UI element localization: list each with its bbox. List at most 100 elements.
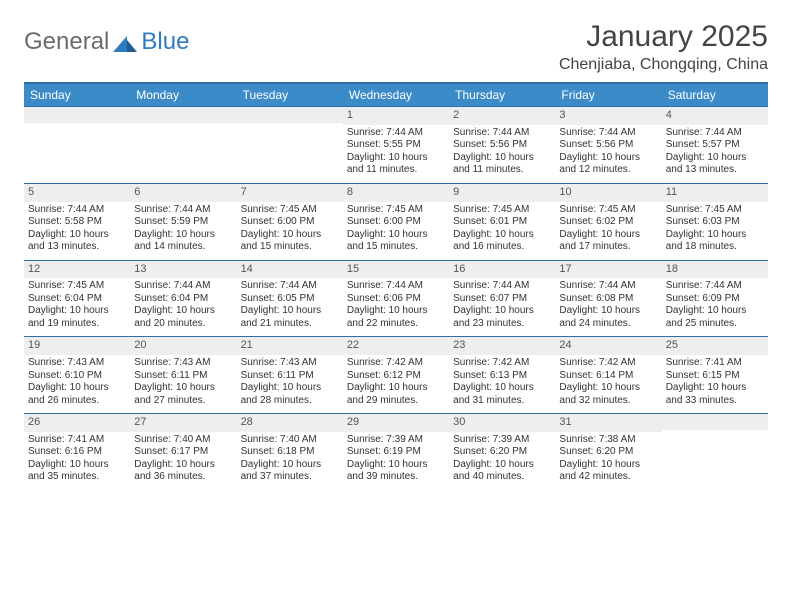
day-number: 31 (555, 414, 661, 432)
sunset-line: Sunset: 6:11 PM (134, 370, 232, 383)
week-row: 19Sunrise: 7:43 AMSunset: 6:10 PMDayligh… (24, 336, 768, 413)
sunset-line: Sunset: 6:01 PM (453, 216, 551, 229)
day-cell: 28Sunrise: 7:40 AMSunset: 6:18 PMDayligh… (237, 414, 343, 490)
day-cell: 14Sunrise: 7:44 AMSunset: 6:05 PMDayligh… (237, 261, 343, 337)
day-number (130, 107, 236, 123)
day-cell: 7Sunrise: 7:45 AMSunset: 6:00 PMDaylight… (237, 184, 343, 260)
sunset-line: Sunset: 6:02 PM (559, 216, 657, 229)
daylight-line: Daylight: 10 hours (134, 459, 232, 472)
sunrise-line: Sunrise: 7:44 AM (666, 280, 764, 293)
day-cell: 4Sunrise: 7:44 AMSunset: 5:57 PMDaylight… (662, 107, 768, 183)
sunset-line: Sunset: 5:56 PM (559, 139, 657, 152)
sunrise-line: Sunrise: 7:42 AM (559, 357, 657, 370)
day-number: 29 (343, 414, 449, 432)
daylight-line: Daylight: 10 hours (453, 459, 551, 472)
day-number: 6 (130, 184, 236, 202)
day-cell: 26Sunrise: 7:41 AMSunset: 6:16 PMDayligh… (24, 414, 130, 490)
day-number: 12 (24, 261, 130, 279)
daylight-min-line: and 40 minutes. (453, 471, 551, 484)
sunrise-line: Sunrise: 7:44 AM (28, 204, 126, 217)
day-cell: 15Sunrise: 7:44 AMSunset: 6:06 PMDayligh… (343, 261, 449, 337)
day-number: 14 (237, 261, 343, 279)
daylight-line: Daylight: 10 hours (28, 459, 126, 472)
sunset-line: Sunset: 6:06 PM (347, 293, 445, 306)
sunrise-line: Sunrise: 7:38 AM (559, 434, 657, 447)
daylight-line: Daylight: 10 hours (347, 459, 445, 472)
sunset-line: Sunset: 5:58 PM (28, 216, 126, 229)
daylight-min-line: and 27 minutes. (134, 395, 232, 408)
sunrise-line: Sunrise: 7:44 AM (453, 280, 551, 293)
day-number: 20 (130, 337, 236, 355)
day-cell: 20Sunrise: 7:43 AMSunset: 6:11 PMDayligh… (130, 337, 236, 413)
daylight-line: Daylight: 10 hours (453, 152, 551, 165)
sunset-line: Sunset: 6:04 PM (28, 293, 126, 306)
daylight-min-line: and 13 minutes. (28, 241, 126, 254)
day-number: 21 (237, 337, 343, 355)
day-number: 13 (130, 261, 236, 279)
day-cell: 30Sunrise: 7:39 AMSunset: 6:20 PMDayligh… (449, 414, 555, 490)
day-number: 23 (449, 337, 555, 355)
sunset-line: Sunset: 6:03 PM (666, 216, 764, 229)
daylight-line: Daylight: 10 hours (559, 229, 657, 242)
day-cell: 5Sunrise: 7:44 AMSunset: 5:58 PMDaylight… (24, 184, 130, 260)
day-cell: 10Sunrise: 7:45 AMSunset: 6:02 PMDayligh… (555, 184, 661, 260)
daylight-line: Daylight: 10 hours (347, 305, 445, 318)
daylight-min-line: and 25 minutes. (666, 318, 764, 331)
daylight-line: Daylight: 10 hours (134, 305, 232, 318)
sunset-line: Sunset: 6:19 PM (347, 446, 445, 459)
week-row: 26Sunrise: 7:41 AMSunset: 6:16 PMDayligh… (24, 413, 768, 490)
day-number: 9 (449, 184, 555, 202)
sunset-line: Sunset: 6:04 PM (134, 293, 232, 306)
day-cell: 3Sunrise: 7:44 AMSunset: 5:56 PMDaylight… (555, 107, 661, 183)
day-cell: 12Sunrise: 7:45 AMSunset: 6:04 PMDayligh… (24, 261, 130, 337)
day-cell: 29 Sunrise: 7:39 AMSunset: 6:19 PMDayligh… (343, 414, 449, 490)
daylight-line: Daylight: 10 hours (241, 305, 339, 318)
daylight-min-line: and 35 minutes. (28, 471, 126, 484)
daylight-line: Daylight: 10 hours (241, 229, 339, 242)
sunset-line: Sunset: 5:59 PM (134, 216, 232, 229)
weekday-label: Thursday (449, 84, 555, 106)
day-cell: 23Sunrise: 7:42 AMSunset: 6:13 PMDayligh… (449, 337, 555, 413)
daylight-line: Daylight: 10 hours (666, 152, 764, 165)
sunset-line: Sunset: 6:11 PM (241, 370, 339, 383)
sunset-line: Sunset: 5:55 PM (347, 139, 445, 152)
sunrise-line: Sunrise: 7:45 AM (347, 204, 445, 217)
day-number: 2 (449, 107, 555, 125)
sunrise-line: Sunrise: 7:45 AM (666, 204, 764, 217)
daylight-line: Daylight: 10 hours (453, 229, 551, 242)
day-number: 7 (237, 184, 343, 202)
sunset-line: Sunset: 6:05 PM (241, 293, 339, 306)
sunrise-line: Sunrise: 7:41 AM (28, 434, 126, 447)
sunrise-line: Sunrise: 7:44 AM (241, 280, 339, 293)
weekday-label: Wednesday (343, 84, 449, 106)
sunrise-line: Sunrise: 7:44 AM (559, 127, 657, 140)
day-number: 1 (343, 107, 449, 125)
day-number: 5 (24, 184, 130, 202)
sunrise-line: Sunrise: 7:44 AM (134, 280, 232, 293)
daylight-min-line: and 23 minutes. (453, 318, 551, 331)
day-number: 3 (555, 107, 661, 125)
day-number: 22 (343, 337, 449, 355)
daylight-min-line: and 21 minutes. (241, 318, 339, 331)
day-cell: 2Sunrise: 7:44 AMSunset: 5:56 PMDaylight… (449, 107, 555, 183)
daylight-min-line: and 15 minutes. (347, 241, 445, 254)
sunrise-line: Sunrise: 7:39 AM (347, 434, 445, 447)
day-number (24, 107, 130, 123)
day-number: 18 (662, 261, 768, 279)
day-number: 11 (662, 184, 768, 202)
empty-cell (24, 107, 130, 183)
daylight-min-line: and 31 minutes. (453, 395, 551, 408)
day-cell: 13Sunrise: 7:44 AMSunset: 6:04 PMDayligh… (130, 261, 236, 337)
week-row: 12Sunrise: 7:45 AMSunset: 6:04 PMDayligh… (24, 260, 768, 337)
week-row: 5 Sunrise: 7:44 AMSunset: 5:58 PM Daylight… (24, 183, 768, 260)
weekday-label: Monday (130, 84, 236, 106)
day-number: 27 (130, 414, 236, 432)
day-cell: 16Sunrise: 7:44 AMSunset: 6:07 PMDayligh… (449, 261, 555, 337)
daylight-line: Daylight: 10 hours (666, 382, 764, 395)
day-number: 19 (24, 337, 130, 355)
sunrise-line: Sunrise: 7:44 AM (453, 127, 551, 140)
sunset-line: Sunset: 6:18 PM (241, 446, 339, 459)
sunset-line: Sunset: 6:07 PM (453, 293, 551, 306)
sunset-line: Sunset: 6:20 PM (453, 446, 551, 459)
daylight-min-line: and 16 minutes. (453, 241, 551, 254)
